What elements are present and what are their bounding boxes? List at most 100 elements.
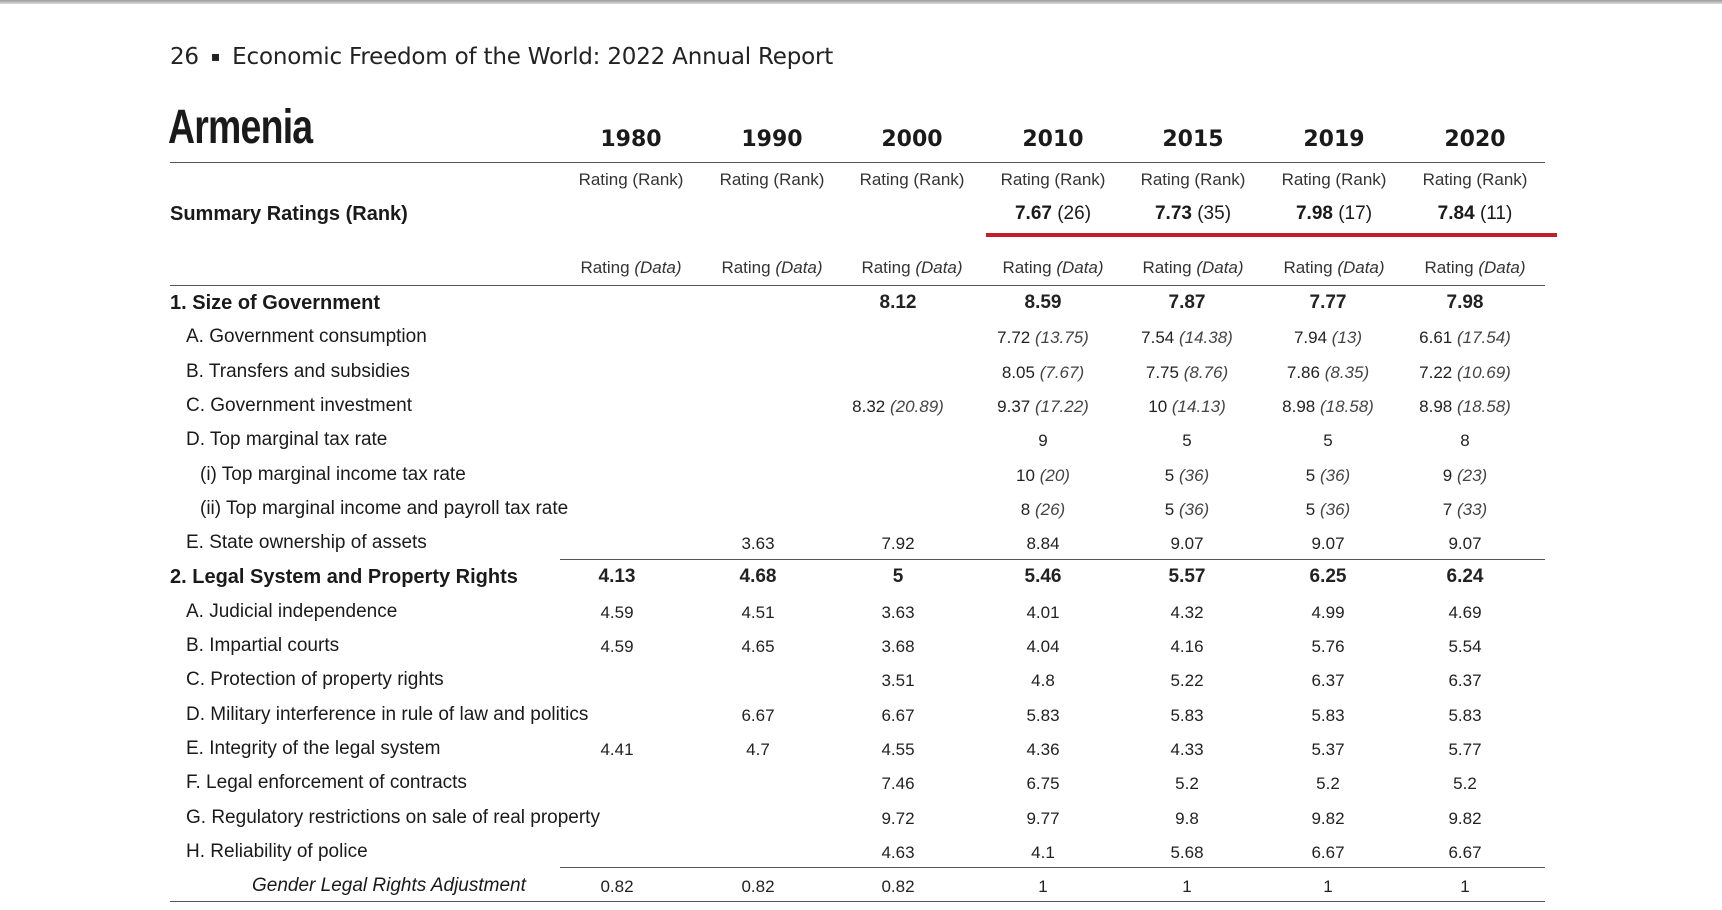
cell-rating: 10	[1016, 465, 1035, 485]
cell-2015: 5 (36)	[1117, 500, 1257, 520]
cell-rating: 6.61	[1419, 328, 1453, 348]
year-header-2010: 2010	[1022, 127, 1084, 152]
cell-rating: 7.86	[1286, 362, 1320, 382]
cell-2010: 4.1	[973, 843, 1113, 863]
cell-rating: 9.07	[1170, 534, 1204, 554]
cell-rating: 4.59	[600, 602, 634, 622]
cell-1990: 6.67	[688, 706, 828, 726]
cell-1980: 4.59	[547, 603, 687, 623]
cell-rating: 6.75	[1026, 774, 1060, 794]
header-separator: ▪	[210, 49, 221, 65]
cell-rating: 7	[1442, 499, 1453, 519]
cell-2000: 5	[828, 566, 968, 588]
cell-2010: 8.84	[973, 534, 1113, 554]
summary-red-rule	[986, 233, 1557, 237]
cell-rating: 3.63	[881, 602, 915, 622]
table-row: Gender Legal Rights Adjustment 0.82 0.82 0.…	[0, 875, 1722, 909]
data-subheader-cell: Rating (Data)	[842, 258, 982, 278]
summary-ratings-label: Summary Ratings (Rank)	[170, 203, 408, 225]
cell-2000: 6.67	[828, 706, 968, 726]
cell-2020: 9.82	[1395, 809, 1535, 829]
cell-rating: 6.24	[1446, 566, 1484, 588]
cell-data: (10.69)	[1456, 362, 1511, 382]
cell-rating: 5.68	[1170, 842, 1204, 862]
cell-2020: 4.69	[1395, 603, 1535, 623]
cell-rating: 5.2	[1175, 774, 1199, 794]
cell-data: (20)	[1039, 465, 1070, 485]
data-word: (Data)	[1056, 258, 1104, 277]
cell-data: (14.13)	[1171, 396, 1226, 416]
data-word: (Data)	[775, 258, 823, 277]
cell-2000: 8.12	[828, 292, 968, 314]
cell-2015: 10 (14.13)	[1117, 397, 1257, 417]
cell-rating: 3.51	[881, 671, 915, 691]
row-label: 2. Legal System and Property Rights	[170, 566, 518, 589]
cell-rating: 7.72	[997, 328, 1031, 348]
table-row: B. Impartial courts 4.59 4.65 3.68 4.04 4.16 5…	[0, 635, 1722, 669]
rating-word: Rating	[1424, 258, 1474, 277]
cell-rating: 4.8	[1031, 671, 1055, 691]
summary-subheader-cell: Rating (Rank)	[1422, 170, 1528, 189]
cell-2019: 5.76	[1258, 637, 1398, 657]
row-label: E. State ownership of assets	[186, 532, 427, 554]
rating-word: Rating	[861, 258, 911, 277]
row-label: A. Judicial independence	[186, 600, 398, 622]
cell-2015: 7.54 (14.38)	[1117, 328, 1257, 348]
cell-2019: 9.82	[1258, 809, 1398, 829]
cell-rating: 6.67	[741, 705, 775, 725]
cell-2020: 7 (33)	[1395, 500, 1535, 520]
cell-rating: 0.82	[600, 877, 634, 897]
data-word: (Data)	[1196, 258, 1244, 277]
summary-subheader-cell: Rating (Rank)	[859, 170, 965, 189]
running-header: 26 ▪ Economic Freedom of the World: 2022 A…	[170, 44, 833, 70]
cell-data: (20.89)	[889, 396, 944, 416]
cell-2010: 4.8	[973, 671, 1113, 691]
cell-rating: 4.68	[739, 566, 777, 588]
cell-rating: 8.12	[879, 292, 917, 313]
cell-2010: 8.05 (7.67)	[973, 363, 1113, 383]
row-label: F. Legal enforcement of contracts	[186, 772, 467, 794]
page-top-edge	[0, 0, 1722, 4]
cell-2010: 10 (20)	[973, 466, 1113, 486]
cell-rating: 4.04	[1026, 637, 1060, 656]
row-label: G. Regulatory restrictions on sale of re…	[186, 806, 600, 828]
cell-rating: 5.76	[1311, 637, 1345, 656]
cell-rating: 7.94	[1293, 328, 1328, 348]
country-title: Armenia	[168, 101, 313, 154]
adjustment-top-rule	[560, 867, 1545, 868]
cell-rating: 4.55	[881, 739, 915, 759]
cell-data: (13.75)	[1034, 328, 1089, 348]
cell-data: (36)	[1178, 465, 1210, 485]
report-title: Economic Freedom of the World: 2022 Annu…	[232, 44, 834, 70]
cell-data: (36)	[1319, 499, 1351, 519]
row-label: C. Protection of property rights	[186, 669, 444, 691]
cell-1990: 4.51	[688, 603, 828, 623]
cell-1990: 3.63	[688, 534, 828, 554]
cell-rating: 4.7	[746, 739, 770, 759]
table-row: A. Government consumption 7.72 (13.75) 7.5…	[0, 326, 1722, 360]
summary-rating: 7.67	[1014, 203, 1052, 224]
cell-rating: 4.63	[881, 842, 915, 862]
cell-rating: 4.32	[1170, 602, 1204, 622]
cell-rating: 9	[1038, 431, 1048, 451]
cell-rating: 4.16	[1170, 637, 1204, 656]
cell-rating: 1	[1323, 877, 1333, 897]
cell-2010: 9.37 (17.22)	[973, 397, 1113, 417]
data-subheader-cell: Rating (Data)	[1264, 258, 1404, 278]
cell-2015: 7.75 (8.76)	[1117, 363, 1257, 383]
summary-subheader-cell: Rating (Rank)	[719, 170, 825, 189]
cell-rating: 5	[892, 566, 904, 588]
cell-data: (7.67)	[1039, 362, 1085, 382]
row-label: C. Government investment	[186, 394, 412, 416]
page-number: 26	[170, 44, 199, 70]
data-subheader-cell: Rating (Data)	[1405, 258, 1545, 278]
cell-2015: 4.32	[1117, 603, 1257, 623]
cell-rating: 7.98	[1446, 292, 1484, 313]
cell-2010: 8.59	[973, 292, 1113, 314]
cell-data: (8.35)	[1324, 362, 1370, 382]
table-row: D. Top marginal tax rate 9 5 5 8	[0, 429, 1722, 463]
cell-rating: 6.67	[881, 705, 915, 725]
cell-rating: 6.37	[1448, 671, 1482, 691]
cell-2010: 6.75	[973, 774, 1113, 794]
cell-rating: 5.37	[1311, 739, 1345, 759]
